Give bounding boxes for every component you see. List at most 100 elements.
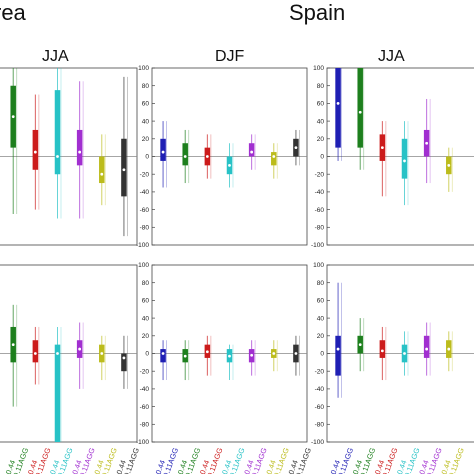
y-tick-label: 80 — [142, 83, 150, 90]
box-purple — [248, 134, 256, 170]
y-tick-label: -40 — [140, 386, 150, 393]
box-red — [204, 134, 212, 179]
x-label-line1: 0.44 — [176, 459, 189, 474]
panel-top-right-partial: -100 -80 -60 -40 -20 0 20 40 60 80 100 — [311, 65, 474, 249]
box-red — [32, 326, 40, 385]
y-tick-label: 40 — [317, 315, 325, 322]
median-marker — [402, 158, 407, 163]
box-purple — [76, 322, 84, 389]
y-tick-label: 60 — [317, 101, 325, 108]
region-title-korea: rea — [0, 0, 27, 25]
median-marker — [227, 354, 232, 359]
median-marker — [77, 347, 82, 352]
y-tick-label: 0 — [320, 351, 324, 358]
median-marker — [121, 355, 126, 360]
median-marker — [205, 349, 210, 354]
y-tick-label: 0 — [145, 351, 149, 358]
median-marker — [446, 347, 451, 352]
median-marker — [424, 347, 429, 352]
median-marker — [121, 167, 126, 172]
median-marker — [11, 114, 16, 119]
box-yellow — [446, 331, 453, 372]
box-purple — [248, 340, 256, 376]
x-label-line1: 0.44 — [395, 459, 408, 474]
y-tick-label: 20 — [142, 333, 150, 340]
y-tick-label: -20 — [140, 368, 150, 375]
median-marker — [380, 348, 385, 353]
box-red — [32, 94, 40, 210]
season-title-jja-left: JJA — [42, 48, 69, 65]
x-label-line2: 0.11AGG — [122, 446, 141, 474]
x-label-line1: 0.44 — [417, 459, 430, 474]
season-title-jja-right: JJA — [378, 48, 405, 65]
x-label-black: 0.440.11AGG — [287, 446, 314, 474]
panel-top-left-partial — [0, 67, 138, 246]
y-tick-label: 0 — [320, 154, 324, 161]
box-black — [293, 335, 300, 376]
median-marker — [336, 101, 341, 106]
y-tick-label: 100 — [313, 262, 324, 269]
box-yellow — [446, 147, 453, 192]
y-tick-label: -40 — [315, 189, 325, 196]
median-marker — [77, 150, 82, 155]
y-tick-label: -60 — [315, 404, 325, 411]
x-label-line1: 0.44 — [373, 459, 386, 474]
x-label-line2: 0.11AGG — [294, 446, 313, 474]
panel-top-middle: -100 -80 -60 -40 -20 0 20 40 60 80 100 — [136, 65, 308, 249]
box-red — [379, 121, 387, 197]
median-marker — [249, 353, 254, 358]
y-tick-label: 0 — [145, 154, 149, 161]
median-marker — [402, 351, 407, 356]
median-marker — [11, 342, 16, 347]
median-marker — [183, 354, 188, 359]
x-label-line1: 0.44 — [154, 459, 167, 474]
box-cyan — [226, 344, 234, 381]
box-purple — [423, 98, 431, 184]
box-cyan — [54, 68, 62, 219]
box-yellow — [99, 134, 106, 206]
panel-bottom-left-partial: 0.440.11AGG0.440.11AGG0.440.11AGG0.440.1… — [0, 264, 141, 474]
x-label-line1: 0.44 — [287, 459, 300, 474]
median-marker — [55, 351, 60, 356]
x-label-line1: 0.44 — [48, 459, 61, 474]
box-black — [121, 76, 128, 237]
y-tick-label: -40 — [315, 386, 325, 393]
median-marker — [336, 347, 341, 352]
y-tick-label: -60 — [315, 207, 325, 214]
y-tick-label: 40 — [317, 118, 325, 125]
median-marker — [205, 154, 210, 159]
y-tick-label: -20 — [315, 171, 325, 178]
box-green — [10, 68, 18, 215]
y-tick-label: -40 — [140, 189, 150, 196]
y-tick-label: -80 — [315, 225, 325, 232]
median-marker — [33, 150, 38, 155]
y-tick-label: 100 — [138, 65, 149, 72]
box-green — [10, 304, 18, 407]
median-marker — [183, 154, 188, 159]
median-marker — [249, 150, 254, 155]
x-label-yellow: 0.440.11AGG — [439, 446, 466, 474]
median-marker — [380, 145, 385, 150]
y-tick-label: 20 — [142, 136, 150, 143]
box-cyan — [401, 331, 409, 376]
y-tick-label: 80 — [317, 280, 325, 287]
box-yellow — [99, 335, 106, 381]
box-cyan — [226, 143, 234, 188]
y-tick-label: -80 — [140, 422, 150, 429]
box-yellow — [271, 340, 278, 372]
median-marker — [55, 154, 60, 159]
x-label-line1: 0.44 — [351, 459, 364, 474]
box-purple — [76, 81, 84, 219]
box-yellow — [271, 143, 278, 179]
box-black — [121, 335, 128, 389]
x-label-line1: 0.44 — [329, 459, 342, 474]
y-tick-label: -60 — [140, 404, 150, 411]
y-tick-label: -80 — [315, 422, 325, 429]
y-tick-label: -60 — [140, 207, 150, 214]
x-label-line1: 0.44 — [198, 459, 211, 474]
median-marker — [99, 351, 104, 356]
x-label-line1: 0.44 — [264, 459, 277, 474]
x-label-line1: 0.44 — [242, 459, 255, 474]
x-label-line1: 0.44 — [115, 459, 128, 474]
